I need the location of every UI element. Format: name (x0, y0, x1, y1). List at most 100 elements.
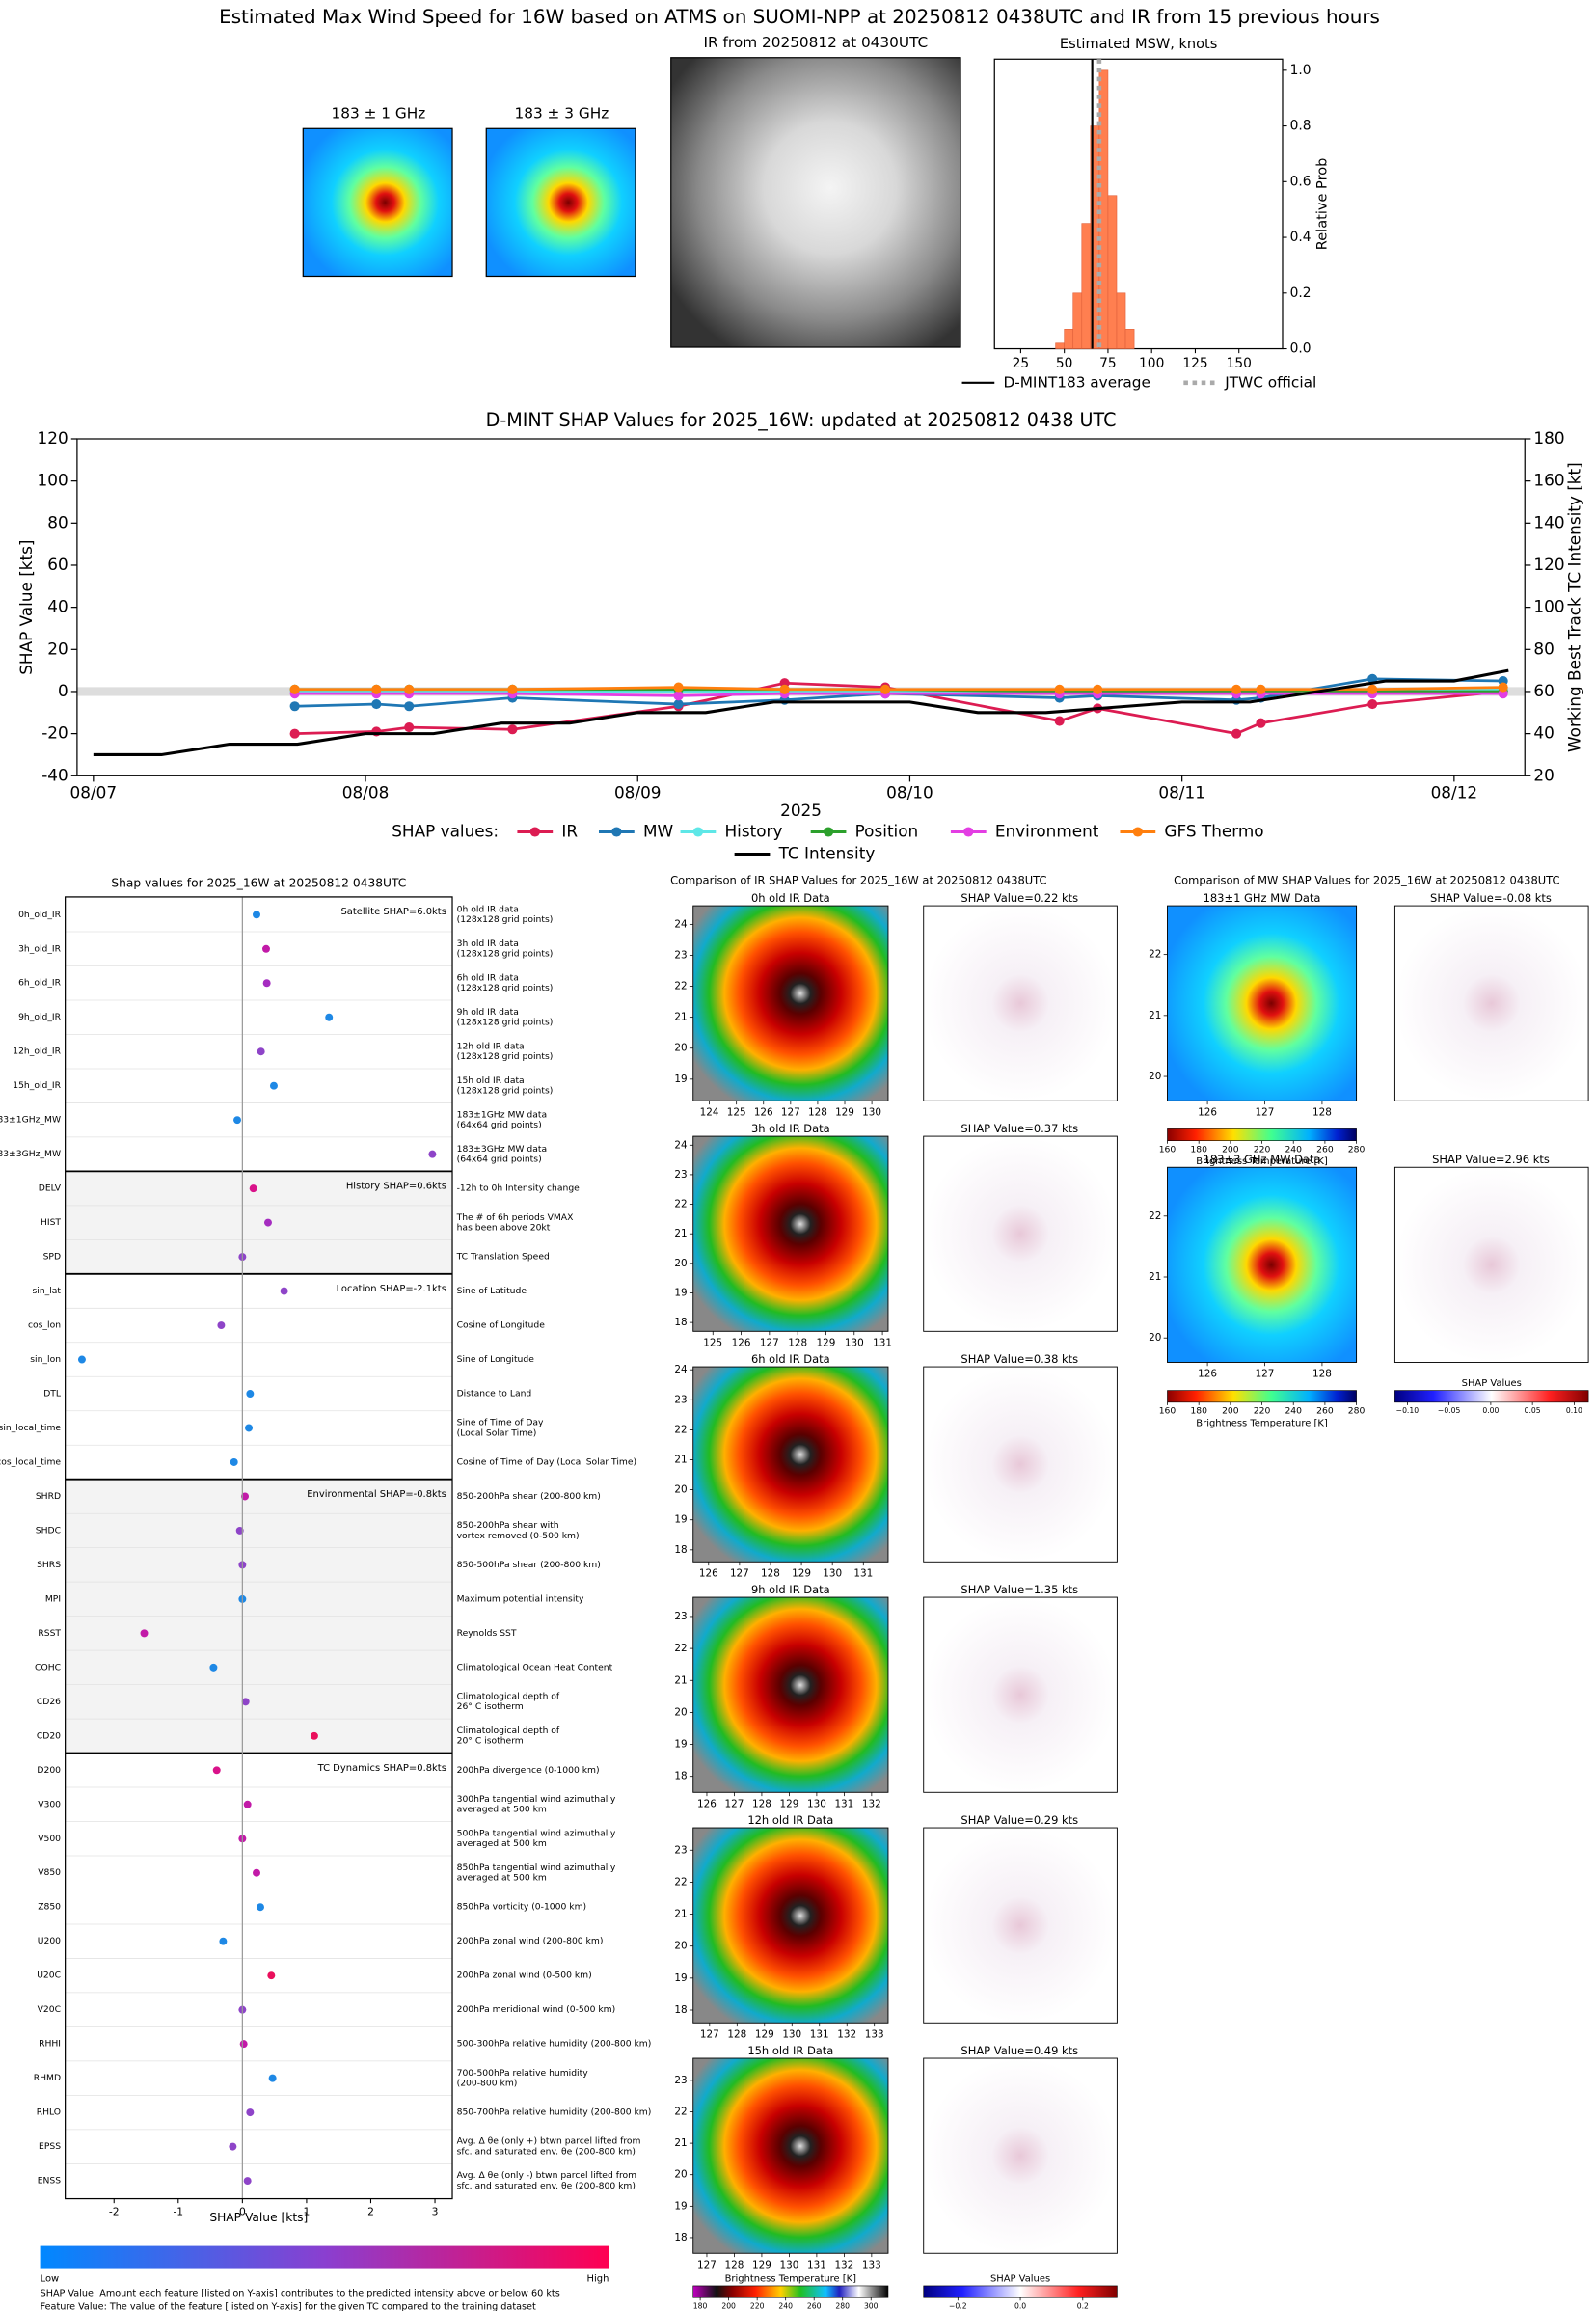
shap-dot (262, 944, 270, 953)
plot-frame (76, 438, 1526, 776)
colorbar-tick-label: 220 (750, 2301, 765, 2310)
x-tick-label: 08/12 (1431, 783, 1478, 802)
image (1167, 1166, 1358, 1363)
colorbar-tick-label: 220 (1254, 1406, 1271, 1417)
feature-label: RSST (38, 1628, 61, 1639)
legend-label: TC Intensity (778, 843, 876, 862)
image-title: 183±3 GHz MW Data (1204, 1153, 1321, 1166)
y-tick-label: 20 (674, 1258, 687, 1269)
feature-description: (64x64 grid points) (457, 1120, 542, 1130)
colorbar-tick-label: 300 (864, 2301, 879, 2310)
y-tick-label: 22 (1149, 949, 1161, 961)
feature-description: Maximum potential intensity (457, 1593, 584, 1604)
x-tick-label: 127 (1256, 1107, 1275, 1119)
feature-label: SHRS (37, 1560, 61, 1570)
x-tick-label: 131 (853, 1568, 873, 1580)
feature-description: 850hPa vorticity (0-1000 km) (457, 1902, 587, 1913)
colorbar-tick-label: 200 (1222, 1406, 1239, 1417)
feature-description: (128x128 grid points) (457, 914, 554, 925)
feature-description: Sine of Latitude (457, 1286, 527, 1296)
panel-title: Comparison of MW SHAP Values for 2025_16… (1174, 874, 1559, 887)
x-tick-label: 125 (703, 1338, 722, 1349)
y2-tick-label: 40 (1533, 723, 1554, 743)
feature-description: Avg. Δ θe (only +) btwn parcel lifted fr… (457, 2136, 641, 2147)
feature-description: (128x128 grid points) (457, 949, 554, 960)
x-tick-label: 132 (862, 1799, 881, 1810)
feature-label: cos_lon (28, 1320, 61, 1331)
shap-dot (241, 1492, 250, 1501)
feature-description: TC Translation Speed (456, 1252, 550, 1263)
colorbar-tick-label: 180 (1190, 1406, 1207, 1417)
feature-description: -12h to 0h Intensity change (457, 1183, 581, 1194)
y2-tick-label: 80 (1533, 639, 1554, 658)
feature-description: 500hPa tangential wind azimuthally (457, 1828, 616, 1838)
feature-description: 0h old IR data (457, 904, 519, 914)
y-tick-label: 20 (674, 1484, 687, 1496)
shap-image (1393, 905, 1589, 1101)
feature-label: V500 (38, 1834, 61, 1844)
feature-description: 700-500hPa relative humidity (457, 2068, 589, 2079)
x-tick-label: 132 (834, 2260, 853, 2271)
legend-label: GFS Thermo (1164, 821, 1263, 840)
x-tick-label: 132 (837, 2029, 856, 2041)
x-tick-label: 130 (807, 1799, 826, 1810)
feature-label: U200 (38, 1936, 61, 1946)
image (692, 1596, 889, 1793)
x-tick-label: 127 (730, 1568, 749, 1580)
feature-label: cos_local_time (0, 1456, 61, 1467)
bar (1098, 69, 1109, 349)
group-label: Location SHAP=-2.1kts (337, 1284, 446, 1294)
x-tick-label: 2 (367, 2205, 374, 2217)
series-marker (673, 682, 684, 693)
feature-label: 9h_old_IR (18, 1012, 62, 1022)
feature-description: 200hPa zonal wind (200-800 km) (457, 1936, 604, 1946)
colorbar-tick-label: −0.05 (1438, 1406, 1461, 1415)
feature-label: RHHI (39, 2039, 61, 2050)
y-tick-label: 23 (674, 1394, 687, 1405)
colorbar (923, 2285, 1118, 2298)
mw-image (302, 127, 453, 278)
x-tick-label: 25 (1013, 356, 1030, 371)
feature-label: DTL (43, 1389, 62, 1400)
image-title: 3h old IR Data (751, 1122, 830, 1135)
x-tick-label: 125 (1182, 356, 1207, 371)
bar (1072, 292, 1083, 349)
x-tick-label: 08/09 (614, 783, 662, 802)
y-tick-label: 22 (674, 1424, 687, 1435)
colorbar-label: Low (41, 2273, 60, 2284)
colorbar-label: SHAP Values (990, 2273, 1050, 2284)
feature-description: Cosine of Time of Day (Local Solar Time) (457, 1456, 637, 1467)
colorbar-tick-label: 280 (835, 2301, 850, 2310)
feature-label: CD26 (37, 1697, 61, 1707)
feature-label: RHLO (37, 2107, 61, 2118)
image-title: SHAP Value=0.22 kts (960, 891, 1078, 905)
y2-tick-label: 20 (1533, 765, 1554, 784)
y-tick-label: 21 (1149, 1010, 1161, 1021)
feature-description: 26° C isotherm (457, 1701, 524, 1712)
colorbar-label: Brightness Temperature [K] (1196, 1418, 1328, 1428)
x-tick-label: 130 (823, 1568, 842, 1580)
x-tick-label: 128 (788, 1338, 807, 1349)
y-tick-label: 21 (1149, 1271, 1161, 1283)
y-tick-label: 19 (674, 1287, 687, 1298)
feature-label: D200 (37, 1765, 61, 1776)
image (692, 905, 889, 1101)
y2-tick-label: 160 (1533, 471, 1564, 490)
mw-image (485, 127, 636, 278)
x-tick-label: 127 (1256, 1369, 1275, 1380)
shap-dot (257, 1047, 265, 1056)
legend-swatch (529, 827, 540, 837)
image-title: 183±1 GHz MW Data (1204, 891, 1321, 905)
x-tick-label: 127 (700, 2029, 719, 2041)
group-label: History SHAP=0.6kts (346, 1182, 446, 1192)
feature-label: 6h_old_IR (18, 978, 62, 989)
y-tick-label: 19 (674, 1739, 687, 1751)
image-title: 15h old IR Data (747, 2044, 833, 2057)
x-tick-label: 129 (752, 2260, 771, 2271)
colorbar-tick-label: 260 (1316, 1406, 1334, 1417)
y-tick-label: 0.8 (1290, 119, 1312, 134)
feature-label: DELV (39, 1183, 62, 1194)
x-tick-label: 128 (808, 1107, 827, 1119)
image-title: 12h old IR Data (747, 1813, 833, 1827)
shap-dot (212, 1766, 221, 1775)
